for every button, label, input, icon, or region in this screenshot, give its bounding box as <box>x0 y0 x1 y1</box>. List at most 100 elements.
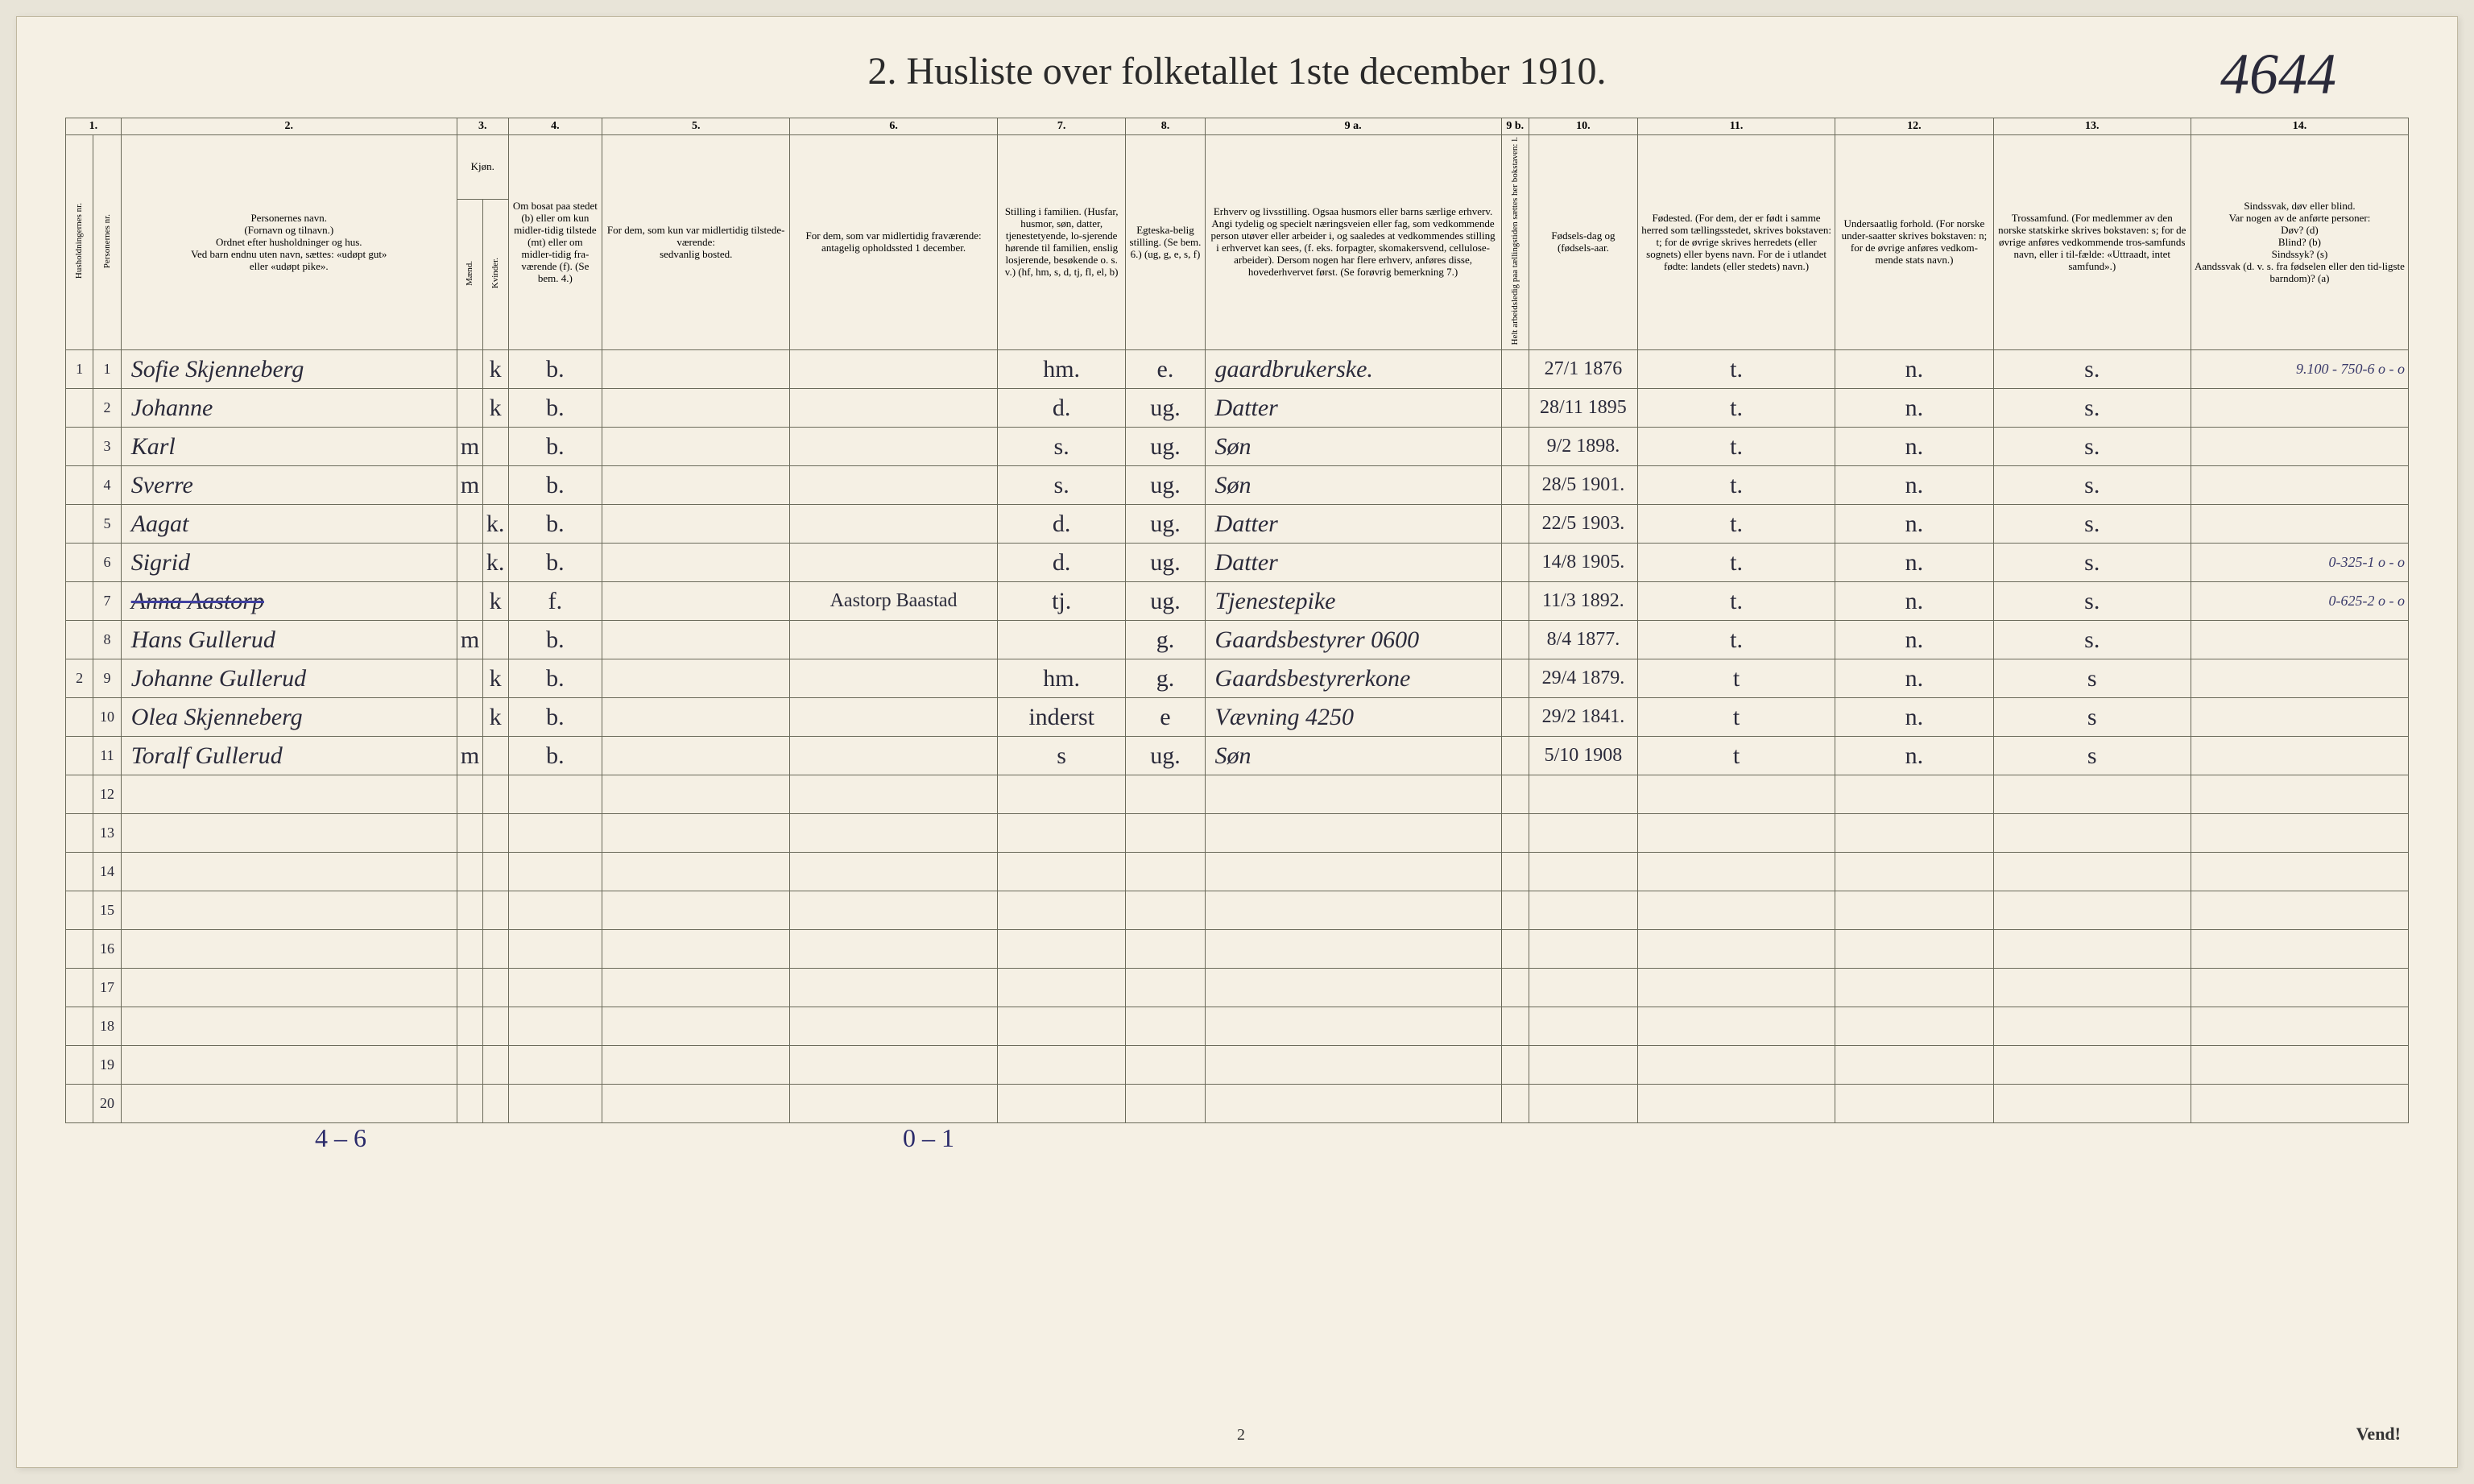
person-name <box>121 814 457 853</box>
table-row: 19 <box>66 1046 2409 1085</box>
birth-date: 29/4 1879. <box>1529 659 1637 698</box>
colnum-9b: 9 b. <box>1501 118 1529 135</box>
temp-absent-place <box>790 698 998 737</box>
religion <box>1993 775 2191 814</box>
sex-female <box>482 775 508 814</box>
birth-date <box>1529 814 1637 853</box>
marital-status <box>1126 1007 1205 1046</box>
nationality: n. <box>1835 466 1993 505</box>
birthplace <box>1637 853 1835 891</box>
religion: s. <box>1993 621 2191 659</box>
sex-male <box>457 1007 482 1046</box>
temp-present-place <box>602 930 790 969</box>
household-nr <box>66 1085 93 1123</box>
table-row: 11Sofie Skjennebergkb.hm.e.gaardbrukersk… <box>66 350 2409 389</box>
occupation <box>1205 930 1501 969</box>
birth-date <box>1529 853 1637 891</box>
marital-status: ug. <box>1126 505 1205 544</box>
temp-present-place <box>602 1007 790 1046</box>
household-nr <box>66 582 93 621</box>
residence <box>508 1046 602 1085</box>
nationality: n. <box>1835 544 1993 582</box>
sex-female <box>482 428 508 466</box>
birth-date <box>1529 891 1637 930</box>
sex-male <box>457 814 482 853</box>
sex-male <box>457 350 482 389</box>
family-position: tj. <box>997 582 1125 621</box>
table-row: 12 <box>66 775 2409 814</box>
household-nr <box>66 814 93 853</box>
family-position <box>997 969 1125 1007</box>
temp-present-place <box>602 1046 790 1085</box>
residence: b. <box>508 466 602 505</box>
margin-note <box>2191 853 2408 891</box>
person-name <box>121 969 457 1007</box>
unemployed <box>1501 505 1529 544</box>
person-nr: 16 <box>93 930 121 969</box>
temp-present-place <box>602 969 790 1007</box>
sex-female: k <box>482 582 508 621</box>
margin-note: 0-625-2 o - o <box>2191 582 2408 621</box>
temp-absent-place: Aastorp Baastad <box>790 582 998 621</box>
person-name: Hans Gullerud <box>121 621 457 659</box>
birth-date: 9/2 1898. <box>1529 428 1637 466</box>
family-position <box>997 853 1125 891</box>
header-sex: Kjøn. <box>457 135 508 199</box>
turn-over-label: Vend! <box>2356 1424 2401 1445</box>
person-nr: 3 <box>93 428 121 466</box>
temp-present-place <box>602 466 790 505</box>
sex-female <box>482 891 508 930</box>
religion: s <box>1993 698 2191 737</box>
religion: s. <box>1993 544 2191 582</box>
person-name: Sigrid <box>121 544 457 582</box>
sex-male <box>457 853 482 891</box>
residence: b. <box>508 350 602 389</box>
sex-male <box>457 969 482 1007</box>
sex-female <box>482 466 508 505</box>
residence: f. <box>508 582 602 621</box>
birthplace <box>1637 930 1835 969</box>
birthplace <box>1637 814 1835 853</box>
marital-status: ug. <box>1126 428 1205 466</box>
temp-absent-place <box>790 428 998 466</box>
sex-male <box>457 930 482 969</box>
occupation <box>1205 853 1501 891</box>
person-nr: 4 <box>93 466 121 505</box>
household-nr <box>66 969 93 1007</box>
table-header: 1. 2. 3. 4. 5. 6. 7. 8. 9 a. 9 b. 10. 11… <box>66 118 2409 350</box>
person-name: Sofie Skjenneberg <box>121 350 457 389</box>
person-name <box>121 930 457 969</box>
birthplace <box>1637 1046 1835 1085</box>
sex-female: k <box>482 698 508 737</box>
household-nr: 1 <box>66 350 93 389</box>
religion <box>1993 969 2191 1007</box>
colnum-12: 12. <box>1835 118 1993 135</box>
person-nr: 5 <box>93 505 121 544</box>
religion <box>1993 930 2191 969</box>
header-religion: Trossamfund. (For medlemmer av den norsk… <box>1993 135 2191 350</box>
page-title: 2. Husliste over folketallet 1ste decemb… <box>65 49 2409 93</box>
marital-status <box>1126 969 1205 1007</box>
religion <box>1993 1085 2191 1123</box>
unemployed <box>1501 466 1529 505</box>
birthplace: t. <box>1637 505 1835 544</box>
sex-female: k. <box>482 505 508 544</box>
person-nr: 12 <box>93 775 121 814</box>
colnum-1: 1. <box>66 118 122 135</box>
occupation: Gaardsbestyrer 0600 <box>1205 621 1501 659</box>
unemployed <box>1501 853 1529 891</box>
header-temp-present: For dem, som kun var midlertidig tilsted… <box>602 135 790 350</box>
table-row: 5Aagatk.b.d.ug.Datter22/5 1903.t.n.s. <box>66 505 2409 544</box>
occupation: Datter <box>1205 505 1501 544</box>
birth-date: 14/8 1905. <box>1529 544 1637 582</box>
religion <box>1993 1007 2191 1046</box>
temp-present-place <box>602 853 790 891</box>
footer-notes: 4 – 6 0 – 1 <box>65 1123 2409 1172</box>
birthplace: t. <box>1637 544 1835 582</box>
family-position <box>997 930 1125 969</box>
temp-absent-place <box>790 1085 998 1123</box>
marital-status: g. <box>1126 621 1205 659</box>
unemployed <box>1501 891 1529 930</box>
person-nr: 1 <box>93 350 121 389</box>
person-name <box>121 891 457 930</box>
